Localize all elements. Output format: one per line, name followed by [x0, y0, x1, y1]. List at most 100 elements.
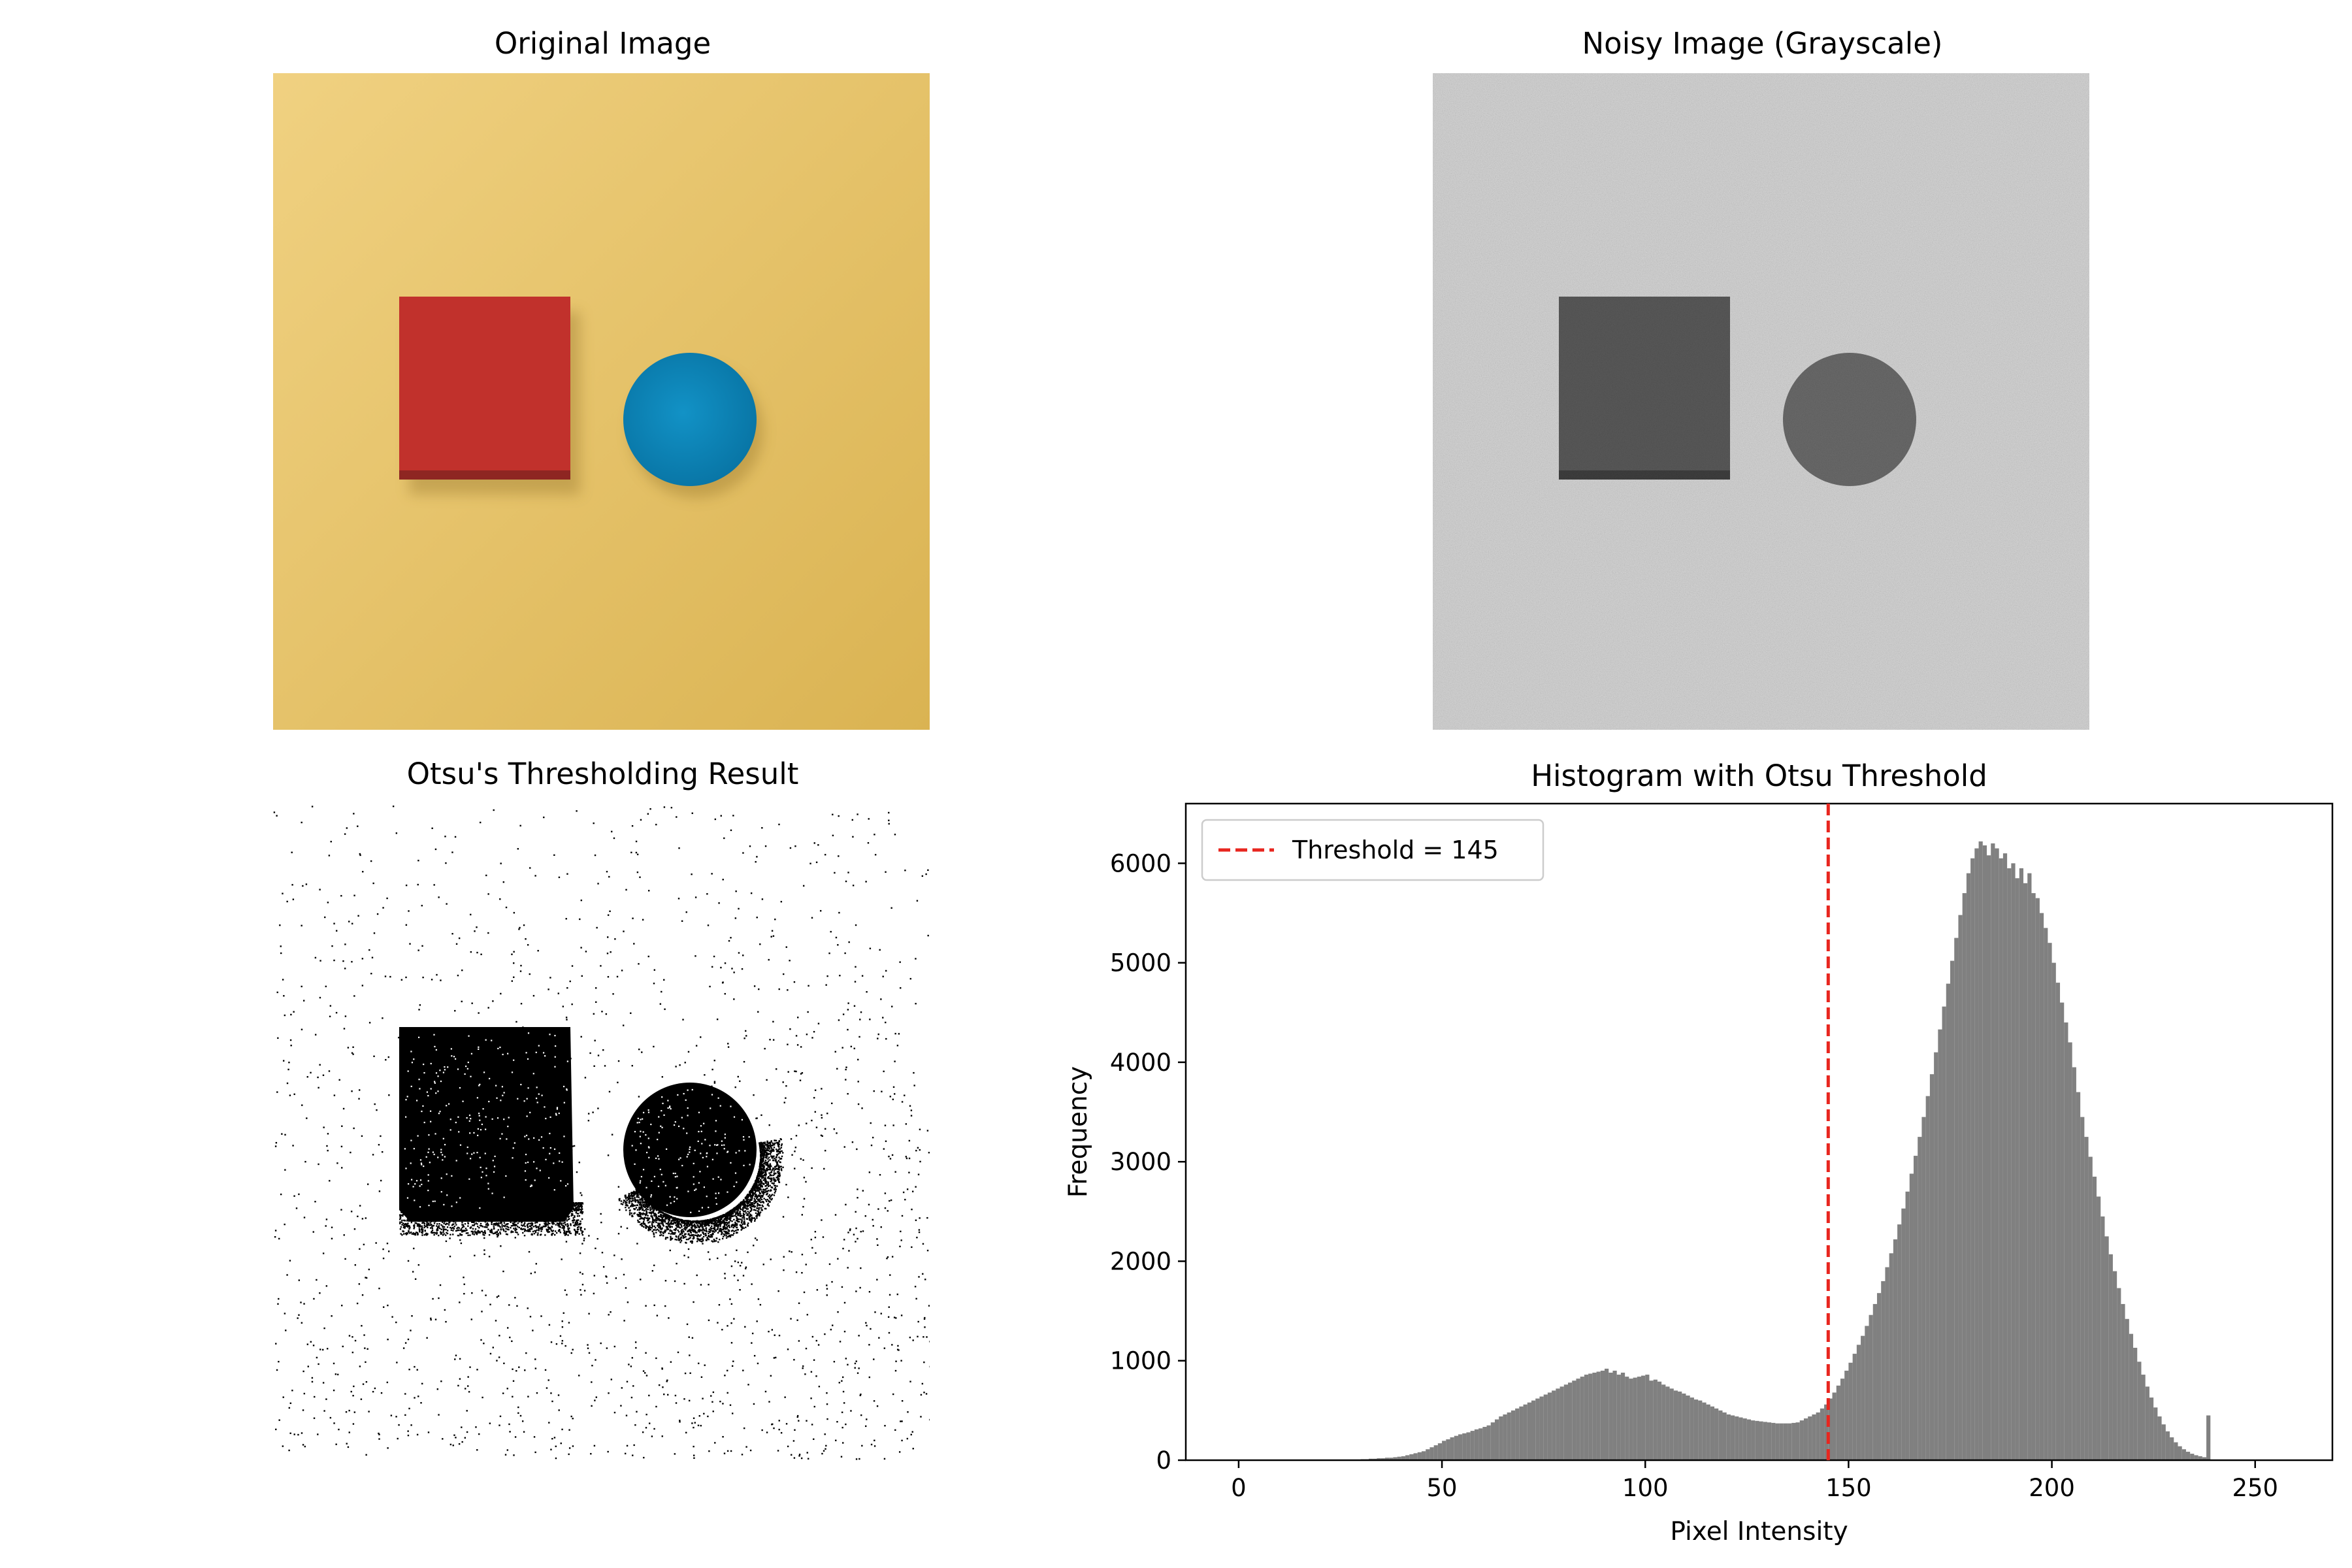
histogram-bar	[1808, 1416, 1812, 1460]
blue-disc	[623, 353, 757, 486]
histogram-bar	[2051, 962, 2056, 1460]
histogram-bar	[1429, 1447, 1434, 1460]
histogram-bar	[1612, 1370, 1617, 1460]
histogram-bar	[1742, 1418, 1747, 1460]
histogram-bar	[2011, 863, 2016, 1460]
y-tick-label: 2000	[1110, 1247, 1171, 1275]
histogram-bar	[1466, 1432, 1471, 1460]
histogram-bar	[2002, 853, 2008, 1460]
histogram-bar	[1649, 1380, 1654, 1460]
histogram-bar	[1393, 1457, 1397, 1460]
histogram-bar	[2202, 1457, 2207, 1460]
histogram-bar	[1380, 1458, 1385, 1460]
histogram-bar	[1714, 1408, 1719, 1460]
x-axis-label: Pixel Intensity	[1670, 1517, 1848, 1546]
histogram-bar	[1901, 1208, 1906, 1460]
histogram-bar	[2117, 1288, 2121, 1460]
histogram-bar	[1869, 1315, 1873, 1460]
histogram-bar	[1934, 1052, 1938, 1460]
histogram-bar	[1458, 1434, 1463, 1460]
histogram-bar	[2039, 913, 2044, 1460]
histogram-bar	[1929, 1074, 1935, 1460]
histogram-bar	[1657, 1381, 1662, 1460]
histogram-bar	[2007, 868, 2012, 1460]
histogram-bar	[1775, 1423, 1780, 1460]
histogram-bar	[2141, 1375, 2146, 1460]
histogram-bar	[1950, 960, 1955, 1460]
histogram-bar	[2121, 1303, 2125, 1460]
histogram-bar	[1486, 1425, 1491, 1460]
histogram-bar	[2092, 1177, 2097, 1460]
histogram-bar	[1759, 1421, 1763, 1460]
y-tick-label: 5000	[1110, 949, 1171, 977]
histogram-bar	[1946, 983, 1950, 1460]
noisy-box	[1559, 297, 1730, 480]
histogram-bar	[1669, 1388, 1674, 1460]
histogram-bar	[1462, 1433, 1467, 1460]
histogram-bar	[1384, 1458, 1390, 1460]
histogram-bar	[1771, 1422, 1776, 1460]
y-axis-label: Frequency	[1064, 1066, 1093, 1198]
histogram-bar	[1596, 1371, 1601, 1460]
histogram-bar	[1763, 1422, 1767, 1460]
histogram-bar	[1905, 1191, 1910, 1460]
histogram-bar	[1377, 1458, 1381, 1460]
histogram-bar	[1978, 841, 1983, 1460]
plot-frame	[1184, 802, 2334, 1462]
y-tick-label: 0	[1156, 1446, 1171, 1475]
histogram-bar	[1531, 1400, 1536, 1460]
histogram-bar	[1799, 1420, 1804, 1460]
histogram-bar	[2055, 983, 2061, 1460]
histogram-bar	[1437, 1443, 1443, 1460]
x-tick-label: 0	[1231, 1474, 1247, 1502]
histogram-bar	[1446, 1439, 1450, 1460]
histogram-bar	[1494, 1419, 1499, 1460]
histogram-bar	[1974, 848, 1979, 1460]
histogram-bar	[1556, 1388, 1560, 1460]
histogram-bar	[2198, 1456, 2202, 1460]
histogram-bar	[1515, 1408, 1520, 1460]
histogram-bar	[1767, 1422, 1772, 1460]
otsu-box-region	[399, 1027, 574, 1222]
histogram-bar	[1999, 858, 2003, 1460]
histogram-bar	[1795, 1422, 1800, 1460]
histogram-bar	[1645, 1375, 1650, 1460]
x-tick-label: 200	[2029, 1474, 2075, 1502]
histogram-bar	[1389, 1458, 1394, 1460]
histogram-bar	[2035, 898, 2040, 1460]
histogram-bar	[2108, 1254, 2113, 1460]
x-tick-label: 150	[1825, 1474, 1872, 1502]
histogram-bar	[1881, 1281, 1886, 1460]
y-tick-label: 1000	[1110, 1347, 1171, 1375]
histogram-bar	[1840, 1379, 1845, 1460]
histogram-bar	[1572, 1380, 1576, 1460]
histogram-bar	[2088, 1156, 2093, 1460]
histogram-bar	[1409, 1454, 1414, 1460]
histogram-bar	[1966, 873, 1971, 1460]
histogram-bar	[1897, 1224, 1902, 1460]
histogram-bar	[1718, 1410, 1723, 1460]
histogram-bar	[1828, 1398, 1833, 1460]
histogram-title: Histogram with Otsu Threshold	[1531, 759, 1987, 793]
y-tick-label: 3000	[1110, 1148, 1171, 1176]
histogram-bar	[1673, 1390, 1678, 1460]
histogram-bar	[1413, 1453, 1418, 1460]
histogram-bar	[1788, 1423, 1792, 1460]
otsu-result-graphic	[273, 804, 930, 1460]
histogram-bar	[1563, 1384, 1568, 1460]
histogram-bar	[1539, 1396, 1544, 1460]
histogram-bar	[1889, 1253, 1893, 1460]
histogram-bar	[1836, 1385, 1840, 1460]
histogram-bar	[2129, 1333, 2134, 1460]
y-tick-label: 4000	[1110, 1049, 1171, 1077]
histogram-bar	[1779, 1423, 1784, 1460]
histogram-bar	[2044, 928, 2048, 1460]
histogram-bar	[1605, 1368, 1609, 1460]
histogram-bar	[1641, 1375, 1646, 1460]
histogram-bar	[1706, 1404, 1710, 1460]
histogram-bar	[2104, 1236, 2109, 1460]
histogram-bar	[1970, 858, 1975, 1460]
histogram-bar	[1397, 1456, 1401, 1460]
histogram-bar	[1962, 893, 1967, 1460]
histogram-bar	[1682, 1393, 1686, 1460]
